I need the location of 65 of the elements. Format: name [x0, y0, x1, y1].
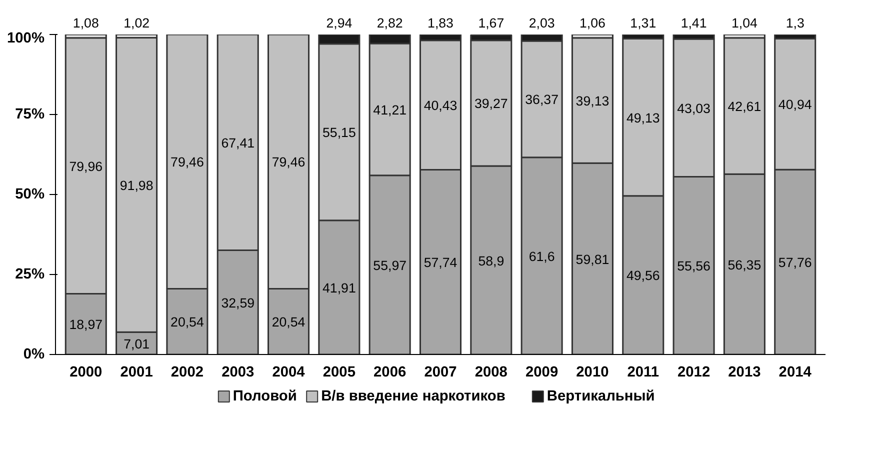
y-tick-label: 75% [15, 106, 45, 122]
x-tick-label: 2002 [170, 364, 204, 380]
data-label: 2,82 [376, 16, 403, 30]
data-label: 39,13 [576, 94, 610, 108]
data-label: 49,56 [626, 268, 660, 284]
data-label: 1,41 [680, 16, 707, 30]
data-label: 18,97 [69, 317, 103, 332]
x-tick-label: 2006 [374, 364, 406, 380]
y-tick-label: 25% [15, 266, 45, 282]
x-tick-label: 2009 [526, 364, 558, 380]
data-label: 57,76 [778, 255, 812, 270]
data-label: 67,41 [221, 135, 255, 150]
y-tick-label: 100% [7, 30, 45, 46]
data-label: 55,15 [322, 125, 356, 140]
data-label: 56,35 [728, 257, 762, 272]
y-tick-label: 0% [23, 346, 45, 362]
x-tick-label: 2007 [424, 364, 457, 380]
data-label: 1,04 [731, 16, 758, 30]
legend-label: Половой [232, 388, 297, 404]
data-label: 91,98 [120, 178, 154, 193]
data-label: 55,97 [373, 258, 407, 273]
data-label: 2,94 [326, 16, 353, 30]
data-label: 57,74 [424, 255, 458, 270]
data-label: 1,67 [478, 16, 504, 30]
data-label: 42,61 [728, 99, 762, 114]
x-tick-label: 2012 [677, 364, 710, 380]
x-tick-label: 2003 [222, 364, 254, 380]
data-label: 41,21 [373, 102, 407, 118]
data-label: 79,46 [170, 154, 204, 170]
data-label: 79,96 [69, 158, 103, 174]
data-label: 58,9 [478, 253, 504, 268]
x-tick-label: 2005 [322, 364, 356, 380]
data-label: 7,01 [124, 336, 150, 352]
x-tick-label: 2001 [120, 364, 153, 380]
y-tick-label: 50% [15, 186, 45, 202]
data-label: 41,91 [322, 280, 356, 296]
x-tick-label: 2000 [70, 364, 102, 380]
data-label: 61,6 [528, 248, 555, 264]
data-label: 2,03 [528, 16, 555, 30]
data-label: 79,46 [272, 154, 306, 170]
x-tick-label: 2008 [474, 364, 508, 380]
data-label: 55,56 [677, 258, 710, 274]
data-label: 1,31 [630, 16, 656, 30]
x-tick-label: 2004 [272, 364, 306, 380]
data-label: 1,08 [72, 16, 99, 30]
x-tick-label: 2014 [778, 364, 812, 380]
x-tick-label: 2010 [576, 364, 609, 380]
data-label: 39,27 [474, 96, 508, 112]
legend-label: В/в введение наркотиков [321, 388, 506, 404]
data-label: 1,83 [428, 16, 454, 30]
data-label: 20,54 [272, 314, 306, 330]
x-tick-label: 2013 [728, 364, 761, 380]
data-label: 43,03 [677, 100, 710, 116]
data-label: 1,3 [786, 16, 804, 30]
data-label: 32,59 [221, 295, 255, 310]
x-tick-label: 2011 [627, 364, 660, 380]
data-label: 40,43 [424, 98, 458, 114]
data-label: 59,81 [576, 252, 610, 267]
data-label: 36,37 [525, 92, 558, 108]
data-label: 1,06 [580, 16, 606, 30]
data-label: 1,02 [124, 16, 150, 30]
legend-label: Вертикальный [546, 388, 655, 404]
data-label: 40,94 [778, 97, 812, 112]
data-label: 20,54 [170, 314, 204, 330]
data-label: 49,13 [626, 110, 660, 126]
